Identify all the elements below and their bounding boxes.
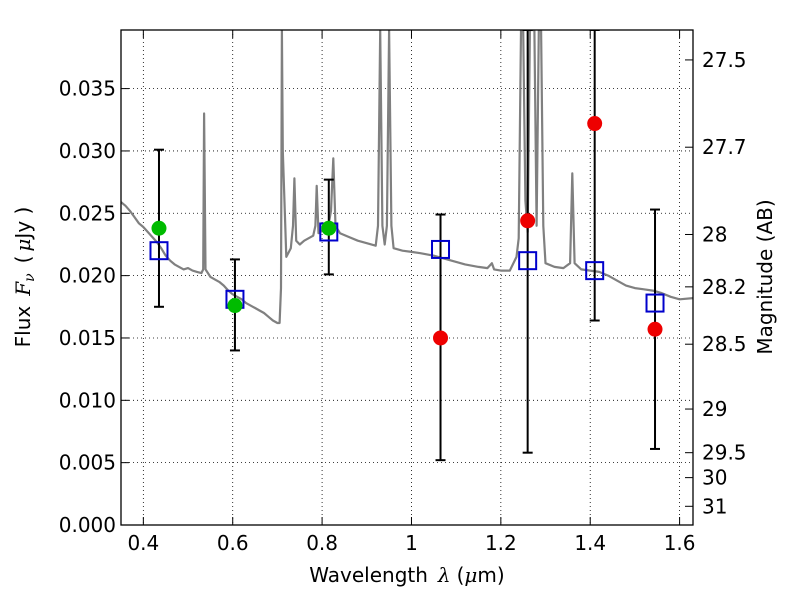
x-tick-label: 1.2: [485, 531, 517, 555]
y-tick-label: 0.020: [59, 264, 116, 288]
y-tick-label: 0.030: [59, 139, 116, 163]
x-tick-label: 1.6: [664, 531, 696, 555]
y2-axis-label: Magnitude (AB): [753, 199, 777, 354]
y-tick-label: 0.035: [59, 77, 116, 101]
x-tick-label: 0.8: [306, 531, 338, 555]
upper-limit-point: [433, 330, 449, 346]
detection-point: [227, 298, 243, 314]
x-tick-label: 1: [405, 531, 418, 555]
y-axis-label: FluxFν(μJy ): [11, 207, 38, 348]
detection-point: [151, 220, 167, 236]
y-axis: 0.000 0.005 0.010 0.015 0.020 0.025 0.030 0.035: [59, 77, 129, 537]
y2-tick-label: 27.7: [702, 135, 747, 159]
y2-tick-label: 29.5: [702, 441, 747, 465]
y2-tick-label: 28: [702, 222, 727, 246]
detection-point: [321, 220, 337, 236]
y2-tick-label: 27.5: [702, 48, 747, 72]
marker-layer: [149, 116, 665, 346]
y2-axis: 27.5 27.7 28 28.2 28.5 29 29.530 31: [685, 48, 747, 518]
model-magnitude-square: [431, 239, 451, 259]
model-magnitude-square: [518, 251, 538, 271]
y-tick-label: 0.010: [59, 388, 116, 412]
y2-tick-label: 28.2: [702, 275, 747, 299]
x-axis: 0.4 0.6 0.8 1 1.2 1.4 1.6: [127, 30, 696, 555]
upper-limit-point: [587, 116, 603, 132]
error-bar-layer: [153, 30, 661, 462]
model-magnitude-square: [645, 293, 665, 313]
grid-lines: [121, 30, 693, 525]
x-tick-label: 1.4: [574, 531, 606, 555]
upper-limit-point: [647, 321, 663, 337]
y-tick-label: 0.015: [59, 326, 116, 350]
y2-tick-label: 31: [702, 494, 727, 518]
x-tick-label: 0.6: [217, 531, 249, 555]
plot-frame: [120, 29, 694, 526]
model-spectrum-line: [121, 30, 693, 325]
y-tick-label: 0.025: [59, 201, 116, 225]
y2-tick-label: 28.5: [702, 332, 747, 356]
y-tick-label: 0.005: [59, 451, 116, 475]
x-tick-label: 0.4: [127, 531, 159, 555]
x-axis-label: Wavelength λ (μm): [309, 563, 504, 587]
spectrum-layer: [121, 30, 693, 325]
model-magnitude-square: [585, 261, 605, 281]
model-magnitude-square: [149, 241, 169, 261]
y2-tick-label: 30: [702, 466, 727, 490]
y-tick-label: 0.000: [59, 513, 116, 537]
upper-limit-point: [520, 213, 536, 229]
y2-tick-label: 29: [702, 397, 727, 421]
